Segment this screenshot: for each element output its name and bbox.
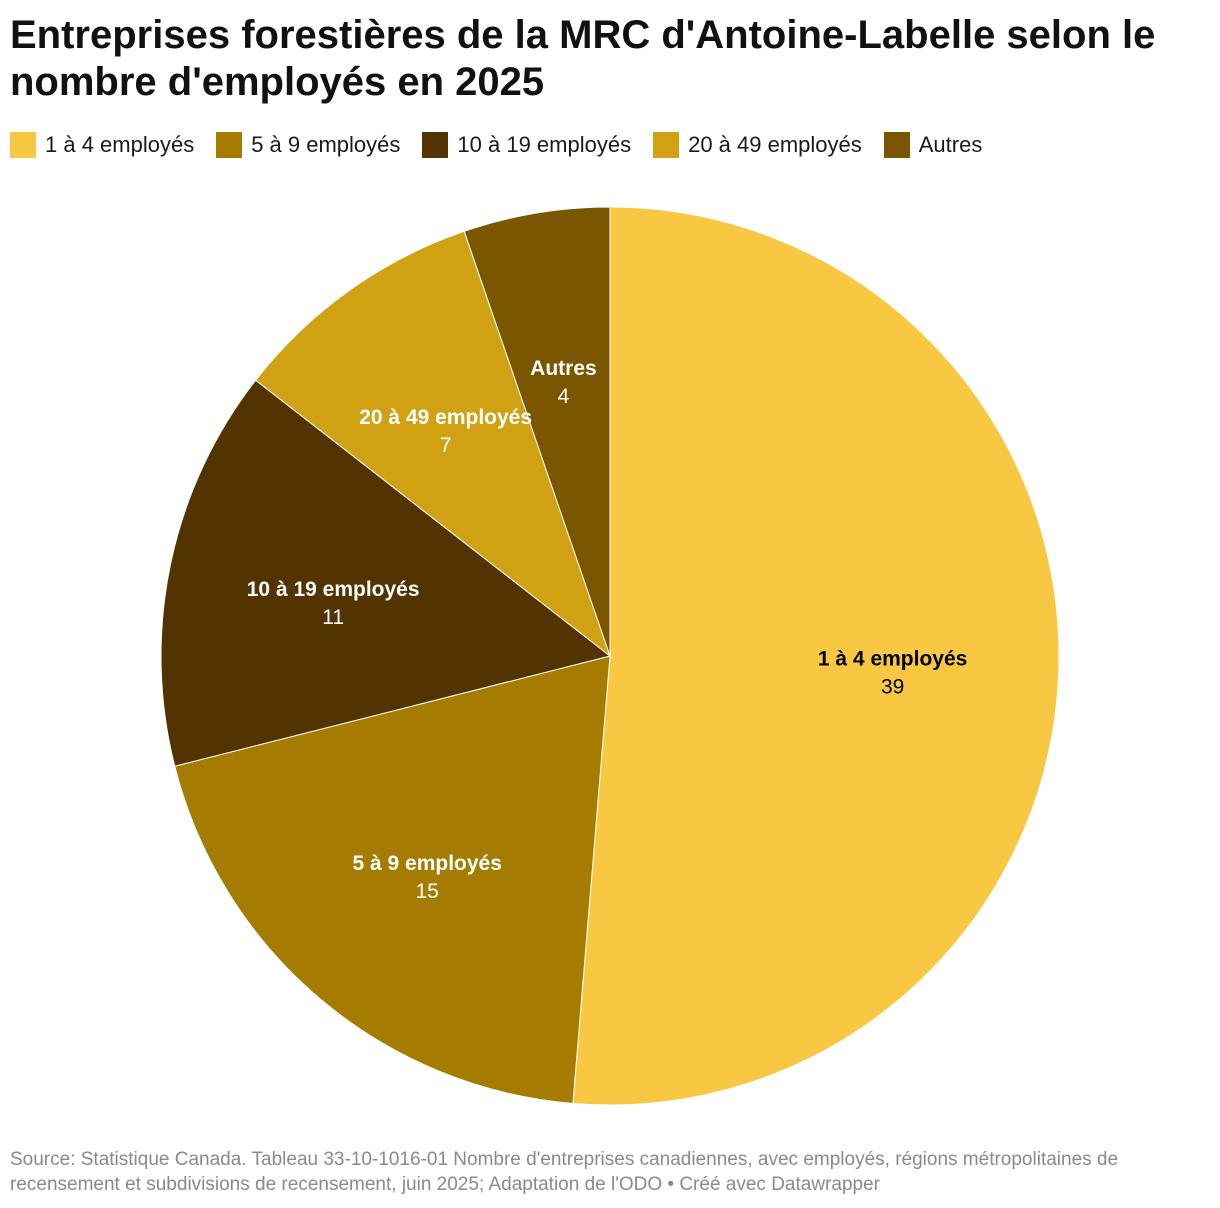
pie-slice bbox=[463, 206, 611, 657]
slice-value: 7 bbox=[440, 434, 452, 457]
pie-slice bbox=[254, 230, 612, 658]
legend-item: Autres bbox=[883, 132, 983, 158]
legend-item: 10 à 19 employés bbox=[422, 132, 631, 158]
slice-label: Autres bbox=[530, 357, 597, 380]
chart-title: Entreprises forestières de la MRC d'Anto… bbox=[10, 13, 1156, 104]
slice-value: 11 bbox=[322, 606, 344, 629]
legend-swatch bbox=[422, 132, 449, 158]
slice-value: 4 bbox=[558, 385, 570, 408]
legend-label: Autres bbox=[918, 132, 983, 157]
slice-label: 20 à 49 employés bbox=[359, 406, 532, 429]
legend-swatch bbox=[883, 132, 910, 158]
legend-label: 1 à 4 employés bbox=[45, 132, 195, 157]
legend-item: 5 à 9 employés bbox=[216, 132, 400, 158]
pie-chart: 1 à 4 employés 39 5 à 9 employés 15 10 à 19 … bbox=[160, 206, 1060, 1106]
legend-label: 10 à 19 employés bbox=[457, 132, 632, 157]
legend-label: 20 à 49 employés bbox=[688, 132, 862, 157]
legend-swatch bbox=[653, 132, 680, 158]
slice-label: 10 à 19 employés bbox=[247, 578, 420, 601]
legend-item: 1 à 4 employés bbox=[10, 132, 194, 158]
slice-value: 39 bbox=[881, 676, 904, 699]
legend-swatch bbox=[10, 132, 36, 158]
legend-item: 20 à 49 employés bbox=[653, 132, 862, 158]
legend-label: 5 à 9 employés bbox=[251, 132, 401, 157]
slice-label: 5 à 9 employés bbox=[352, 852, 501, 875]
pie-slice bbox=[174, 655, 611, 1105]
pie-slice bbox=[160, 379, 612, 767]
legend-swatch bbox=[216, 132, 243, 158]
pie-slice bbox=[572, 206, 1060, 1106]
source-note: Source: Statistique Canada. Tableau 33-1… bbox=[10, 1149, 1119, 1195]
chart-legend: 1 à 4 employés 5 à 9 employés 10 à 19 empl… bbox=[10, 132, 1004, 158]
slice-value: 15 bbox=[416, 880, 439, 903]
slice-label: 1 à 4 employés bbox=[818, 648, 967, 671]
